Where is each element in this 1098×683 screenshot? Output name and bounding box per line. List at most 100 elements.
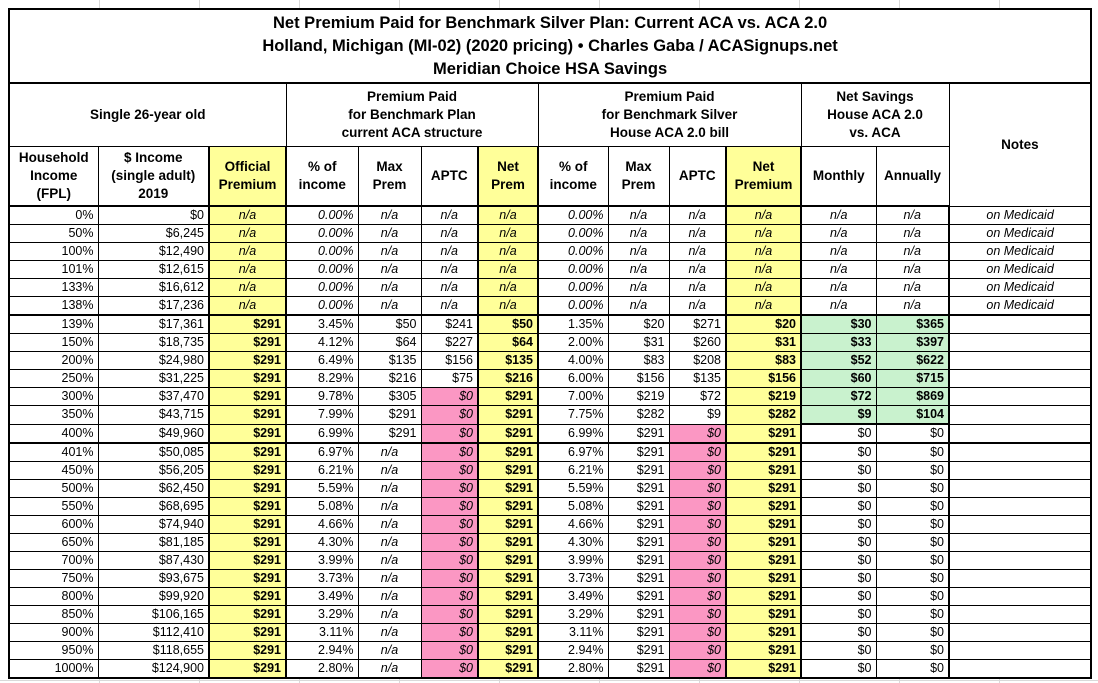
net2-cell: $83 (725, 351, 802, 370)
income-cell: $24,980 (97, 351, 210, 370)
aptc2-cell: $0 (668, 569, 727, 588)
note-cell (948, 405, 1092, 425)
aptc1-cell: $0 (420, 423, 479, 444)
net2-cell: $291 (725, 605, 802, 624)
table-row: 750% $93,675 $291 3.73% n/a $0 $291 3.73% $291 $0… (8, 569, 1092, 588)
pct2-cell: 4.00% (537, 351, 609, 370)
pct1-cell: 3.73% (285, 569, 359, 588)
max1-cell: n/a (357, 205, 422, 225)
max2-cell: $156 (607, 369, 670, 388)
pct1-cell: 4.30% (285, 533, 359, 552)
table-row: 850% $106,165 $291 3.29% n/a $0 $291 3.29% $291 $… (8, 605, 1092, 624)
aptc1-cell: $156 (420, 351, 479, 370)
official-cell: $291 (208, 551, 287, 570)
net2-cell: n/a (725, 242, 802, 261)
aptc2-cell: $0 (668, 623, 727, 642)
note-cell (948, 333, 1092, 352)
official-cell: $291 (208, 587, 287, 606)
group-header-row: Single 26-year old Premium Paid for Benc… (8, 82, 1092, 207)
column-header-annual-savings: Annually (875, 146, 950, 207)
annually-cell: n/a (875, 242, 950, 261)
annually-cell: $397 (875, 333, 950, 352)
table-row: 700% $87,430 $291 3.99% n/a $0 $291 3.99% $291 $0… (8, 551, 1092, 570)
pct1-cell: 6.99% (285, 423, 359, 444)
aptc1-cell: $0 (420, 551, 479, 570)
aptc2-cell: $0 (668, 551, 727, 570)
column-header-official-premium: Official Premium (208, 146, 287, 207)
max1-cell: n/a (357, 623, 422, 642)
annually-cell: $0 (875, 569, 950, 588)
income-cell: $74,940 (97, 515, 210, 534)
aptc1-cell: $0 (420, 515, 479, 534)
note-cell (948, 351, 1092, 370)
table-row: 100% $12,490 n/a 0.00% n/a n/a n/a 0.00% n/a n/a n… (8, 242, 1092, 261)
max2-cell: n/a (607, 224, 670, 243)
max1-cell: n/a (357, 442, 422, 462)
pct1-cell: 3.29% (285, 605, 359, 624)
aptc2-cell: n/a (668, 278, 727, 297)
annually-cell: n/a (875, 205, 950, 225)
annually-cell: $0 (875, 587, 950, 606)
aptc1-cell: $0 (420, 405, 479, 425)
pct1-cell: 5.08% (285, 497, 359, 516)
note-cell (948, 659, 1092, 679)
aptc2-cell: $9 (668, 405, 727, 425)
official-cell: $291 (208, 314, 287, 334)
group-header-subject: Single 26-year old (8, 82, 287, 147)
max1-cell: n/a (357, 296, 422, 316)
aptc1-cell: $0 (420, 605, 479, 624)
max1-cell: n/a (357, 278, 422, 297)
aptc2-cell: $0 (668, 659, 727, 679)
monthly-cell: $0 (800, 605, 877, 624)
max2-cell: $291 (607, 605, 670, 624)
annually-cell: $365 (875, 314, 950, 334)
aptc2-cell: $271 (668, 314, 727, 334)
aptc1-cell: $0 (420, 587, 479, 606)
note-cell (948, 423, 1092, 444)
aptc1-cell: $0 (420, 461, 479, 480)
aptc1-cell: $227 (420, 333, 479, 352)
table-row: 350% $43,715 $291 7.99% $291 $0 $291 7.75% $282 $… (8, 405, 1092, 425)
annually-cell: $0 (875, 442, 950, 462)
monthly-cell: $0 (800, 497, 877, 516)
note-cell: on Medicaid (948, 205, 1092, 225)
max1-cell: n/a (357, 515, 422, 534)
max1-cell: $50 (357, 314, 422, 334)
max2-cell: n/a (607, 260, 670, 279)
net1-cell: $291 (477, 497, 539, 516)
max1-cell: n/a (357, 551, 422, 570)
monthly-cell: n/a (800, 224, 877, 243)
max1-cell: n/a (357, 533, 422, 552)
fpl-cell: 500% (8, 479, 99, 498)
income-cell: $93,675 (97, 569, 210, 588)
net2-cell: n/a (725, 205, 802, 225)
fpl-cell: 133% (8, 278, 99, 297)
fpl-cell: 100% (8, 242, 99, 261)
note-cell (948, 314, 1092, 334)
net1-cell: n/a (477, 242, 539, 261)
column-header-monthly-savings: Monthly (800, 146, 877, 207)
aptc1-cell: n/a (420, 278, 479, 297)
pct2-cell: 0.00% (537, 224, 609, 243)
aptc1-cell: $0 (420, 442, 479, 462)
net1-cell: $291 (477, 623, 539, 642)
aptc2-cell: $0 (668, 533, 727, 552)
aptc1-cell: $0 (420, 641, 479, 660)
aptc1-cell: $0 (420, 533, 479, 552)
max1-cell: $64 (357, 333, 422, 352)
aptc1-cell: $0 (420, 497, 479, 516)
column-header-net-premium-aca2: Net Premium (725, 146, 802, 207)
income-cell: $112,410 (97, 623, 210, 642)
max1-cell: n/a (357, 587, 422, 606)
max2-cell: $291 (607, 623, 670, 642)
max2-cell: $291 (607, 461, 670, 480)
max2-cell: n/a (607, 278, 670, 297)
official-cell: n/a (208, 224, 287, 243)
max1-cell: n/a (357, 479, 422, 498)
pct1-cell: 4.66% (285, 515, 359, 534)
annually-cell: $0 (875, 551, 950, 570)
fpl-cell: 350% (8, 405, 99, 425)
monthly-cell: $72 (800, 387, 877, 406)
fpl-cell: 800% (8, 587, 99, 606)
official-cell: n/a (208, 296, 287, 316)
